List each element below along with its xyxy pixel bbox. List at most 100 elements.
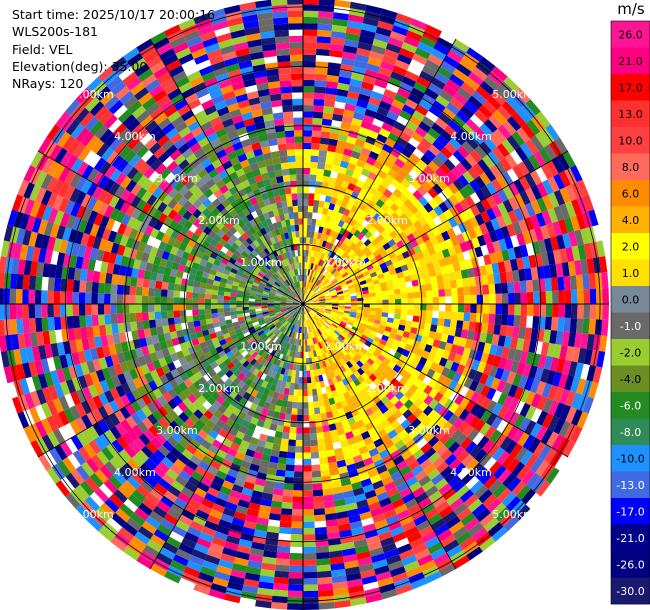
velocity-gate	[86, 515, 103, 532]
velocity-gate	[201, 424, 212, 435]
velocity-gate	[37, 373, 48, 389]
velocity-gate	[452, 555, 470, 569]
velocity-gate	[92, 325, 101, 338]
velocity-gate	[380, 536, 395, 548]
velocity-gate	[341, 284, 348, 290]
velocity-gate	[312, 337, 316, 345]
velocity-gate	[279, 276, 285, 283]
velocity-gate	[412, 163, 424, 175]
velocity-gate	[374, 423, 384, 433]
velocity-gate	[228, 257, 237, 265]
velocity-gate	[367, 285, 375, 291]
velocity-gate	[154, 311, 162, 320]
velocity-gate	[252, 239, 260, 248]
velocity-gate	[458, 260, 467, 271]
velocity-gate	[209, 268, 218, 276]
velocity-gate	[479, 332, 488, 343]
velocity-gate	[89, 348, 99, 361]
velocity-gate	[157, 444, 170, 457]
velocity-gate	[169, 559, 187, 573]
velocity-gate	[437, 66, 453, 80]
velocity-gate	[182, 465, 195, 477]
velocity-gate	[418, 356, 428, 366]
velocity-gate	[305, 345, 309, 352]
velocity-gate	[389, 395, 400, 406]
velocity-gate	[200, 276, 208, 284]
velocity-gate	[324, 280, 331, 286]
velocity-gate	[484, 168, 497, 182]
velocity-gate	[471, 90, 487, 105]
velocity-gate	[323, 366, 330, 374]
velocity-gate	[357, 224, 365, 233]
velocity-gate	[243, 352, 252, 361]
velocity-gate	[264, 254, 272, 262]
velocity-gate	[15, 304, 23, 320]
velocity-gate	[62, 226, 72, 242]
velocity-gate	[321, 181, 329, 190]
velocity-gate	[177, 206, 188, 217]
velocity-gate	[223, 346, 232, 355]
velocity-gate	[72, 279, 81, 293]
velocity-gate	[469, 149, 483, 163]
velocity-gate	[292, 363, 297, 371]
velocity-gate	[387, 361, 397, 370]
velocity-gate	[333, 382, 341, 390]
velocity-gate	[286, 375, 292, 383]
velocity-gate	[327, 358, 334, 366]
velocity-gate	[367, 468, 379, 479]
velocity-gate	[492, 240, 502, 253]
velocity-gate	[303, 117, 313, 125]
velocity-gate	[520, 304, 528, 316]
velocity-gate	[310, 276, 314, 283]
velocity-gate	[252, 368, 260, 376]
velocity-gate	[65, 214, 77, 229]
velocity-gate	[374, 287, 382, 293]
velocity-gate	[215, 221, 225, 230]
velocity-gate	[75, 402, 87, 418]
velocity-gate	[309, 426, 317, 434]
velocity-gate	[394, 334, 403, 342]
velocity-gate	[147, 182, 159, 195]
velocity-gate	[558, 420, 572, 438]
velocity-gate	[369, 50, 384, 61]
velocity-gate	[491, 334, 500, 346]
velocity-gate	[392, 339, 401, 347]
velocity-gate	[506, 371, 517, 385]
velocity-gate	[265, 395, 273, 404]
velocity-gate	[484, 220, 495, 233]
velocity-gate	[179, 226, 189, 236]
velocity-gate	[315, 419, 323, 427]
velocity-gate	[0, 335, 7, 352]
velocity-gate	[475, 313, 483, 323]
velocity-gate	[48, 144, 63, 161]
velocity-gate	[53, 304, 61, 318]
velocity-gate	[230, 292, 237, 298]
velocity-gate	[214, 497, 228, 508]
velocity-gate	[164, 355, 173, 365]
velocity-gate	[602, 287, 609, 304]
velocity-gate	[172, 525, 187, 538]
velocity-gate	[227, 529, 242, 539]
velocity-gate	[374, 112, 387, 123]
velocity-gate	[368, 209, 377, 218]
velocity-gate	[524, 267, 533, 281]
velocity-gate	[40, 173, 53, 190]
velocity-gate	[312, 297, 319, 301]
velocity-gate	[91, 314, 99, 327]
velocity-gate	[289, 559, 303, 566]
velocity-gate	[324, 163, 333, 171]
velocity-gate	[89, 247, 99, 260]
velocity-gate	[474, 109, 489, 124]
velocity-gate	[260, 393, 268, 402]
velocity-gate	[263, 367, 270, 375]
velocity-gate	[502, 408, 514, 423]
velocity-gate	[222, 480, 234, 490]
velocity-gate	[125, 359, 135, 371]
velocity-gate	[127, 136, 141, 150]
velocity-gate	[162, 402, 173, 414]
velocity-gate	[38, 137, 52, 155]
velocity-gate	[419, 35, 437, 49]
velocity-gate	[322, 315, 329, 320]
velocity-gate	[137, 526, 154, 540]
velocity-gate	[564, 167, 577, 185]
